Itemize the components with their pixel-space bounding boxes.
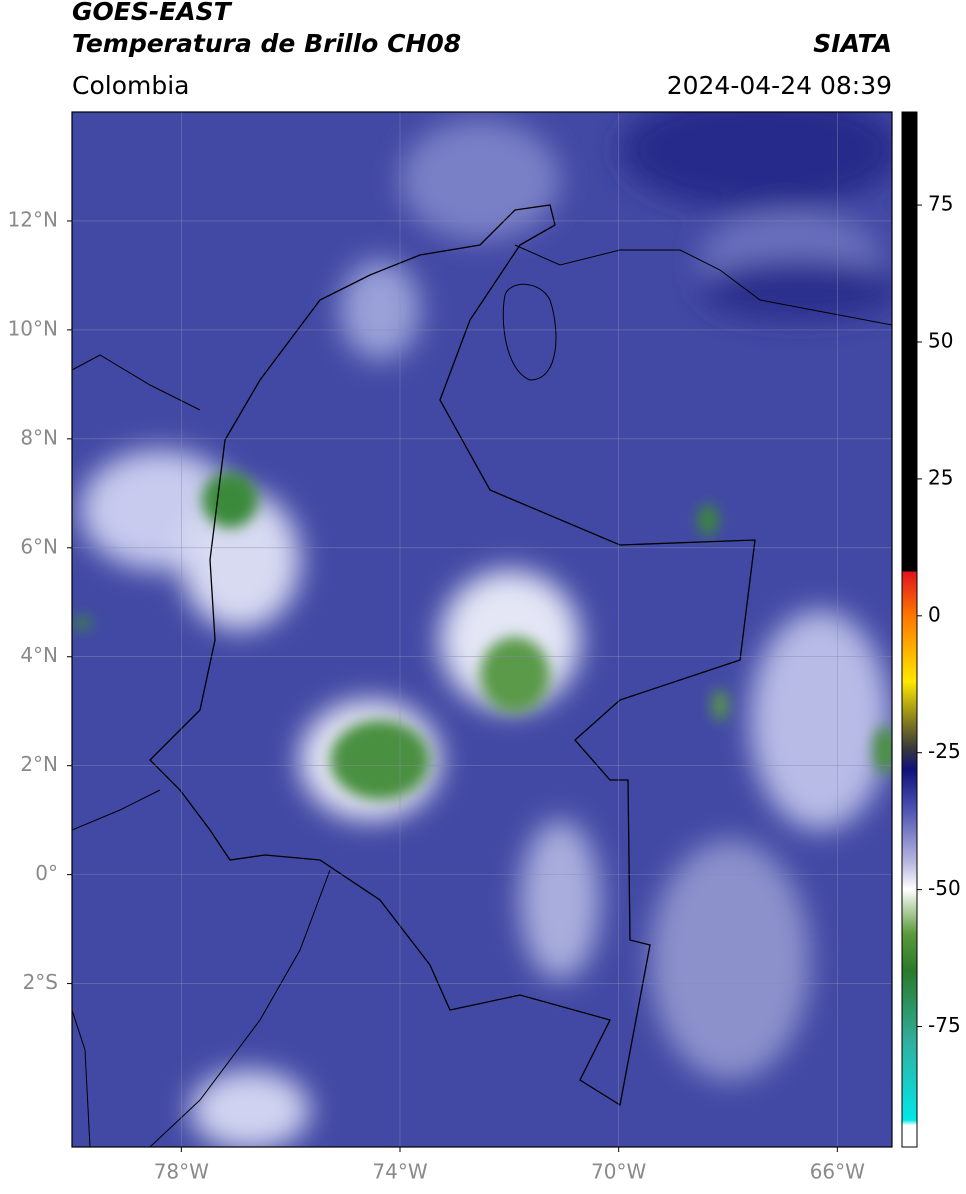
grid <box>72 112 892 1147</box>
cold-tops <box>72 472 892 800</box>
colorbar-tick-label: -25 <box>928 739 961 763</box>
colorbar-tick-label: -75 <box>928 1013 961 1037</box>
colorbar <box>901 111 918 1148</box>
y-tick-label: 2°N <box>20 752 58 776</box>
country-border <box>149 204 756 1107</box>
colorbar-tick-label: 25 <box>928 465 953 489</box>
y-tick-label: 0° <box>35 861 58 885</box>
x-tick-label: 66°W <box>810 1160 865 1184</box>
colorbar-tick-label: -50 <box>928 876 961 900</box>
colorbar-tick-label: 0 <box>928 602 941 626</box>
y-tick-label: 12°N <box>8 207 58 231</box>
x-tick-label: 78°W <box>154 1160 209 1184</box>
x-tick-label: 74°W <box>372 1160 427 1184</box>
lake <box>502 283 557 381</box>
region: Colombia <box>72 71 189 100</box>
y-tick-label: 10°N <box>8 316 58 340</box>
colorbar-tick-label: 75 <box>928 192 953 216</box>
map <box>72 112 892 1147</box>
y-tick-label: 4°N <box>20 643 58 667</box>
datetime: 2024-04-24 08:39 <box>667 71 892 100</box>
title: GOES-EAST <box>72 0 233 26</box>
cloud-field <box>80 112 892 1147</box>
coastline <box>72 244 892 1147</box>
source: SIATA <box>813 29 892 58</box>
x-tick-label: 70°W <box>591 1160 646 1184</box>
y-tick-label: 2°S <box>23 970 58 994</box>
map-frame <box>71 111 893 1148</box>
colorbar-tick-label: 50 <box>928 329 953 353</box>
subtitle: Temperatura de Brillo CH08 <box>72 29 461 58</box>
y-tick-label: 6°N <box>20 534 58 558</box>
y-tick-label: 8°N <box>20 425 58 449</box>
